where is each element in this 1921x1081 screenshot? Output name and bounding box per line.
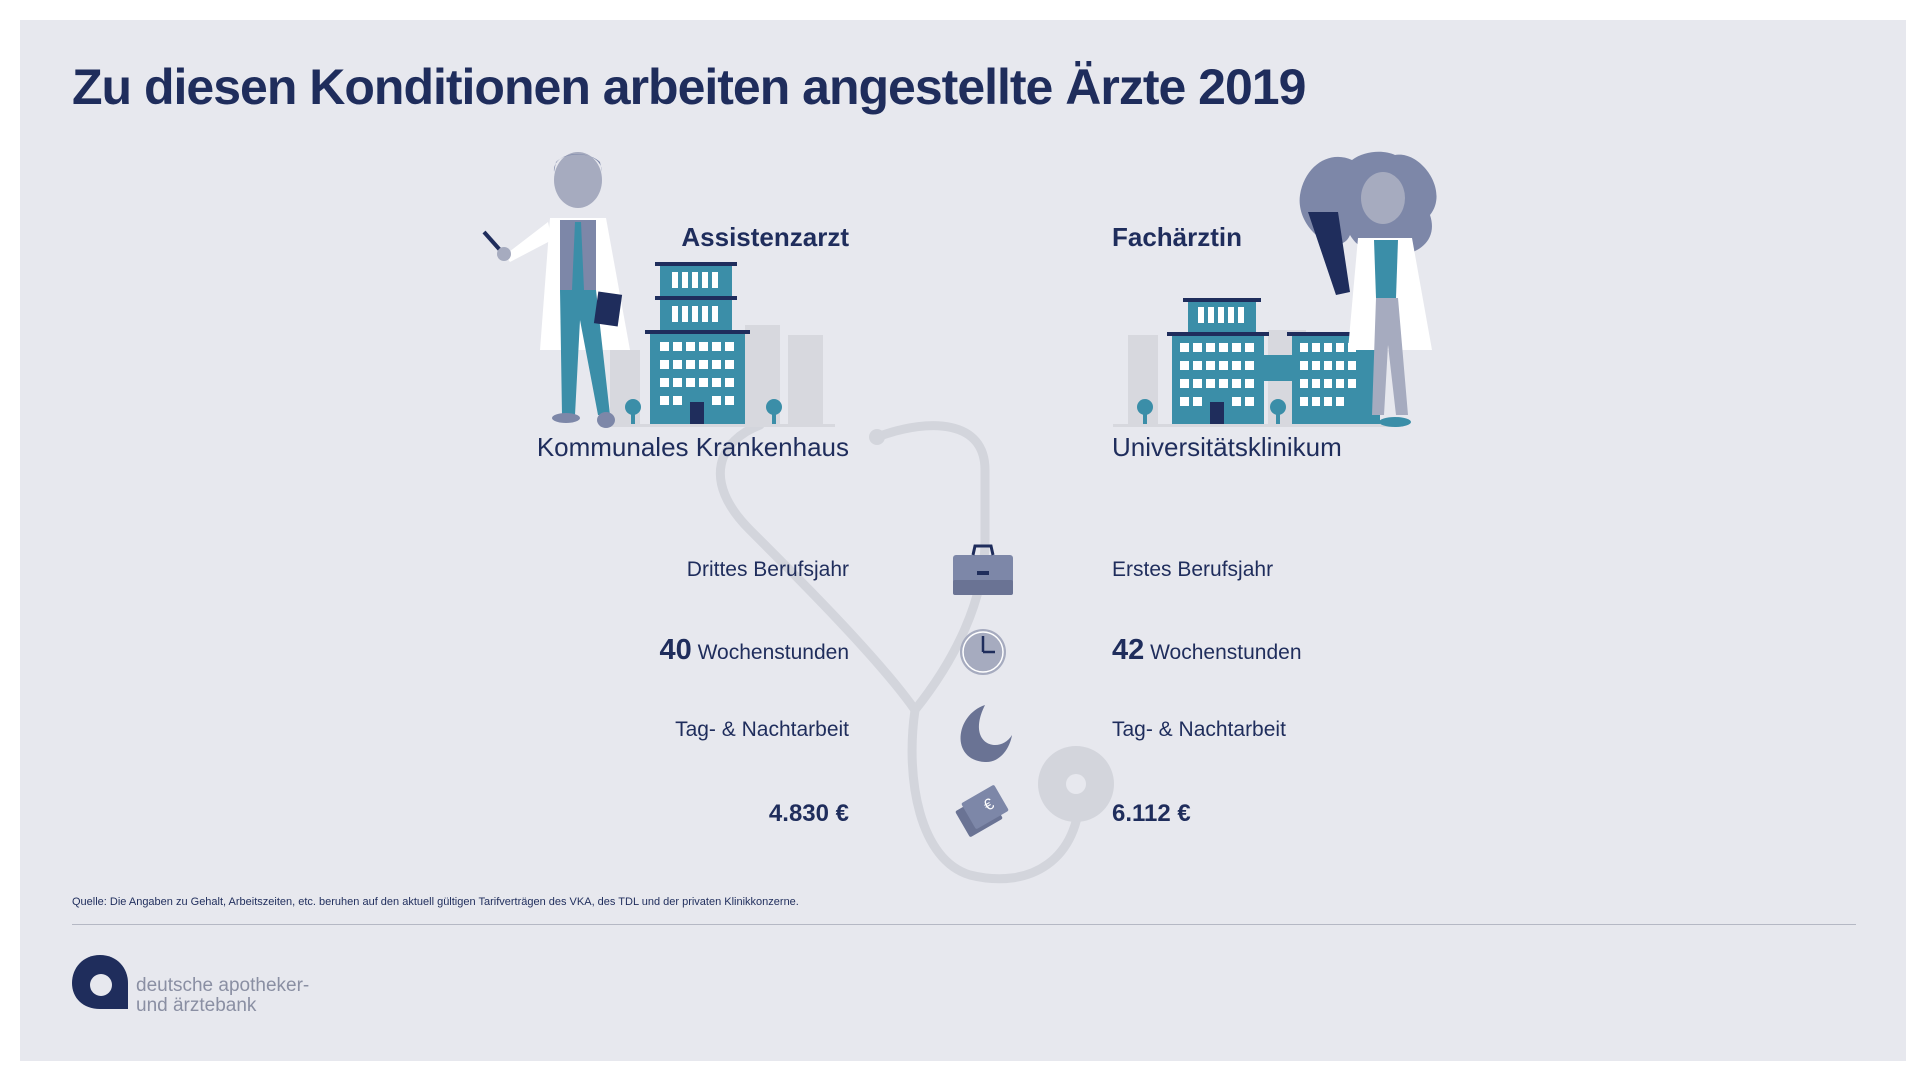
left-shift: Tag- & Nachtarbeit [675, 718, 849, 741]
brand-name: deutsche apotheker- und ärztebank [136, 976, 309, 1016]
left-role-label: Assistenzarzt [681, 222, 849, 252]
source-note: Quelle: Die Angaben zu Gehalt, Arbeitsze… [72, 896, 799, 908]
brand-logo-icon [72, 955, 128, 1009]
right-place-label: Universitätsklinikum [1112, 432, 1342, 462]
right-salary: 6.112 € [1112, 800, 1191, 827]
right-experience: Erstes Berufsjahr [1112, 558, 1274, 581]
brand-line-1: deutsche apotheker- [136, 975, 310, 996]
right-hours: 42 Wochenstunden [1112, 634, 1302, 667]
left-hours-unit: Wochenstunden [697, 641, 849, 664]
page-title: Zu diesen Konditionen arbeiten angestell… [72, 59, 1306, 115]
brand-line-2: und ärztebank [136, 995, 257, 1016]
left-hours: 40 Wochenstunden [660, 634, 850, 667]
right-hours-unit: Wochenstunden [1150, 641, 1302, 664]
left-experience: Drittes Berufsjahr [686, 558, 849, 581]
right-role-label: Fachärztin [1112, 222, 1243, 252]
left-place-label: Kommunales Krankenhaus [536, 432, 849, 462]
right-shift: Tag- & Nachtarbeit [1112, 718, 1286, 741]
left-hours-value: 40 [659, 634, 692, 666]
right-hours-value: 42 [1112, 634, 1145, 666]
divider [72, 924, 1856, 925]
left-salary: 4.830 € [768, 800, 849, 827]
